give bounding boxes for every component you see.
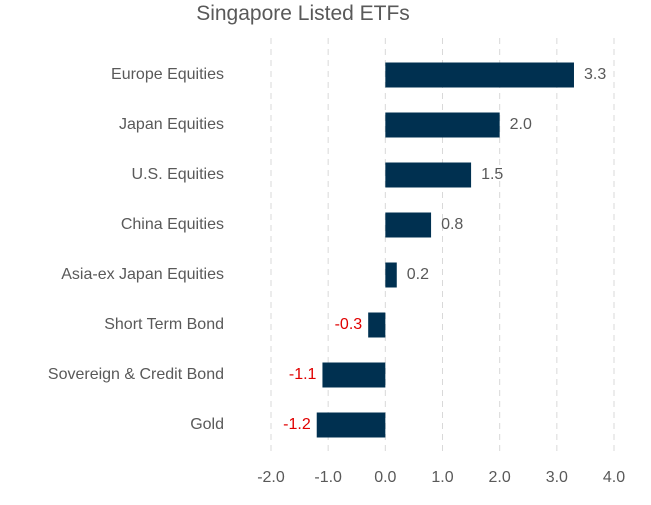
x-tick-label: 4.0	[603, 469, 625, 486]
grid-lines	[270, 38, 615, 452]
category-label: Gold	[190, 416, 224, 433]
value-label: -1.2	[283, 416, 311, 433]
bar	[322, 362, 386, 388]
value-label: 2.0	[510, 116, 532, 133]
value-label: 3.3	[584, 66, 606, 83]
chart-title: Singapore Listed ETFs	[196, 2, 410, 25]
x-tick-label: -1.0	[314, 469, 342, 486]
x-tick-label: 0.0	[374, 469, 396, 486]
bar	[385, 62, 574, 88]
bar	[316, 412, 386, 438]
value-label: -1.1	[289, 366, 317, 383]
value-label: 0.2	[407, 266, 429, 283]
category-labels: Europe Equities Japan Equities U.S. Equiti…	[48, 66, 224, 433]
bar	[385, 162, 472, 188]
bars	[316, 62, 574, 438]
bar	[385, 262, 397, 288]
value-label: -0.3	[335, 316, 363, 333]
x-axis-tick-labels: -2.0 -1.0 0.0 1.0 2.0 3.0 4.0	[257, 469, 625, 486]
x-tick-label: 3.0	[546, 469, 568, 486]
bar	[385, 112, 500, 138]
category-label: China Equities	[121, 216, 224, 233]
category-label: Japan Equities	[119, 116, 224, 133]
category-label: Asia-ex Japan Equities	[61, 266, 224, 283]
value-label: 1.5	[481, 166, 503, 183]
category-label: U.S. Equities	[132, 166, 224, 183]
x-tick-label: 1.0	[431, 469, 453, 486]
category-label: Sovereign & Credit Bond	[48, 366, 224, 383]
category-label: Europe Equities	[111, 66, 224, 83]
x-tick-label: -2.0	[257, 469, 285, 486]
bar	[368, 312, 386, 338]
bar	[385, 212, 432, 238]
value-label: 0.8	[441, 216, 463, 233]
x-tick-label: 2.0	[489, 469, 511, 486]
category-label: Short Term Bond	[104, 316, 224, 333]
value-labels: 3.3 2.0 1.5 0.8 0.2 -0.3 -1.1 -1.2	[283, 66, 606, 433]
